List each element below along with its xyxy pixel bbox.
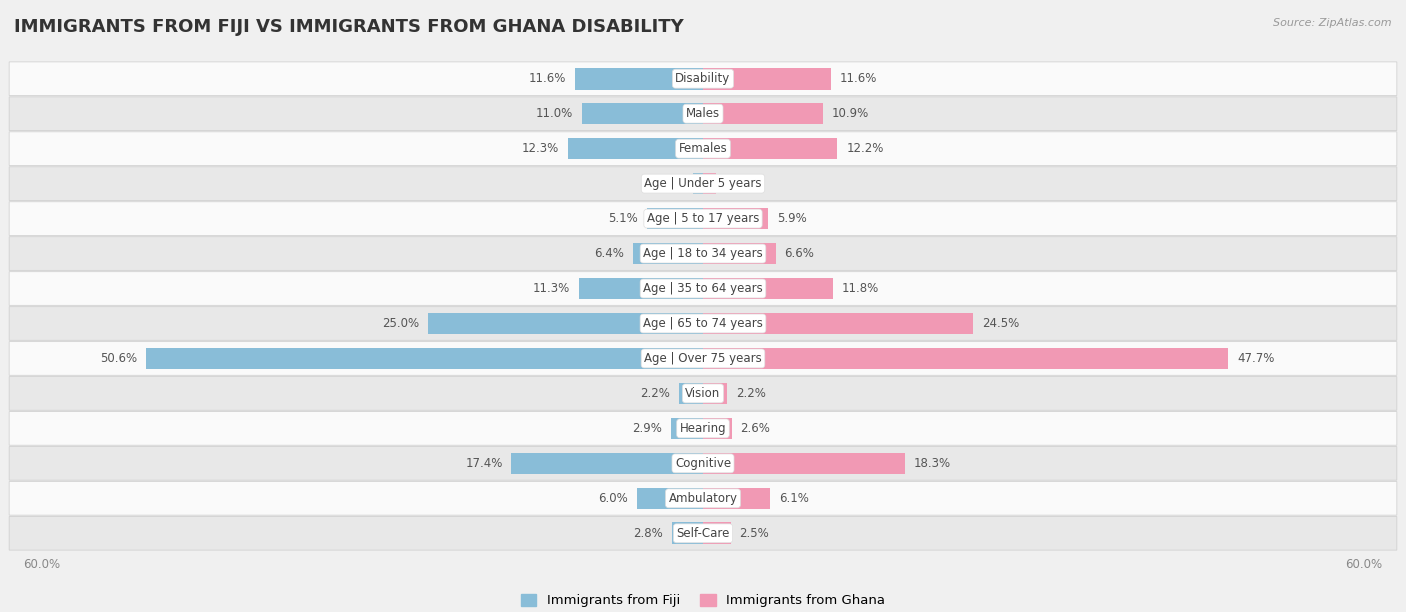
Bar — [703, 313, 973, 334]
Text: 1.2%: 1.2% — [725, 177, 755, 190]
Bar — [582, 103, 703, 124]
Text: 2.8%: 2.8% — [634, 527, 664, 540]
Bar — [671, 417, 703, 439]
Text: Age | 65 to 74 years: Age | 65 to 74 years — [643, 317, 763, 330]
Bar — [703, 488, 770, 509]
FancyBboxPatch shape — [10, 482, 1396, 515]
Text: Age | 35 to 64 years: Age | 35 to 64 years — [643, 282, 763, 295]
Bar — [633, 243, 703, 264]
Text: 47.7%: 47.7% — [1237, 352, 1274, 365]
Bar — [693, 173, 703, 195]
Text: 2.2%: 2.2% — [737, 387, 766, 400]
Legend: Immigrants from Fiji, Immigrants from Ghana: Immigrants from Fiji, Immigrants from Gh… — [516, 589, 890, 612]
Bar — [703, 452, 904, 474]
Text: 2.5%: 2.5% — [740, 527, 769, 540]
FancyBboxPatch shape — [10, 412, 1396, 445]
Bar — [703, 138, 838, 160]
Text: 10.9%: 10.9% — [832, 107, 869, 120]
FancyBboxPatch shape — [10, 202, 1396, 236]
Text: 11.3%: 11.3% — [533, 282, 569, 295]
Bar — [703, 278, 832, 299]
Bar — [512, 452, 703, 474]
FancyBboxPatch shape — [10, 307, 1396, 340]
Bar — [703, 68, 831, 89]
FancyBboxPatch shape — [10, 517, 1396, 550]
Text: Females: Females — [679, 142, 727, 155]
Text: 5.9%: 5.9% — [776, 212, 807, 225]
FancyBboxPatch shape — [10, 167, 1396, 200]
Bar — [647, 207, 703, 230]
Text: 2.2%: 2.2% — [640, 387, 669, 400]
Text: Males: Males — [686, 107, 720, 120]
FancyBboxPatch shape — [10, 97, 1396, 130]
Text: IMMIGRANTS FROM FIJI VS IMMIGRANTS FROM GHANA DISABILITY: IMMIGRANTS FROM FIJI VS IMMIGRANTS FROM … — [14, 18, 683, 36]
Bar — [703, 417, 731, 439]
FancyBboxPatch shape — [10, 376, 1396, 410]
Bar — [703, 523, 731, 544]
Bar — [703, 382, 727, 405]
Text: Disability: Disability — [675, 72, 731, 85]
Text: 2.6%: 2.6% — [741, 422, 770, 435]
FancyBboxPatch shape — [10, 62, 1396, 95]
Text: 6.6%: 6.6% — [785, 247, 814, 260]
Text: 50.6%: 50.6% — [100, 352, 136, 365]
Text: 11.6%: 11.6% — [529, 72, 567, 85]
Bar — [703, 207, 768, 230]
Text: 25.0%: 25.0% — [381, 317, 419, 330]
Text: 12.3%: 12.3% — [522, 142, 558, 155]
Text: 17.4%: 17.4% — [465, 457, 502, 470]
Bar — [703, 173, 716, 195]
Bar — [637, 488, 703, 509]
Text: 6.0%: 6.0% — [599, 492, 628, 505]
Text: Vision: Vision — [685, 387, 721, 400]
Text: 12.2%: 12.2% — [846, 142, 883, 155]
Text: 2.9%: 2.9% — [633, 422, 662, 435]
Bar — [679, 382, 703, 405]
Text: 11.8%: 11.8% — [842, 282, 879, 295]
Text: 11.6%: 11.6% — [839, 72, 877, 85]
Text: Hearing: Hearing — [679, 422, 727, 435]
FancyBboxPatch shape — [10, 272, 1396, 305]
Bar — [427, 313, 703, 334]
Text: Age | Under 5 years: Age | Under 5 years — [644, 177, 762, 190]
Bar — [568, 138, 703, 160]
FancyBboxPatch shape — [10, 132, 1396, 165]
Bar — [703, 243, 776, 264]
Bar — [703, 348, 1229, 369]
Text: Source: ZipAtlas.com: Source: ZipAtlas.com — [1274, 18, 1392, 28]
Bar — [703, 103, 823, 124]
Bar — [672, 523, 703, 544]
FancyBboxPatch shape — [10, 237, 1396, 271]
Text: Age | Over 75 years: Age | Over 75 years — [644, 352, 762, 365]
Text: 5.1%: 5.1% — [609, 212, 638, 225]
Bar — [578, 278, 703, 299]
Bar — [575, 68, 703, 89]
Text: Ambulatory: Ambulatory — [668, 492, 738, 505]
Text: Age | 18 to 34 years: Age | 18 to 34 years — [643, 247, 763, 260]
Text: Age | 5 to 17 years: Age | 5 to 17 years — [647, 212, 759, 225]
Text: 0.92%: 0.92% — [647, 177, 685, 190]
Text: 6.1%: 6.1% — [779, 492, 808, 505]
Text: Cognitive: Cognitive — [675, 457, 731, 470]
Bar — [146, 348, 703, 369]
Text: 11.0%: 11.0% — [536, 107, 574, 120]
FancyBboxPatch shape — [10, 341, 1396, 375]
Text: 18.3%: 18.3% — [914, 457, 950, 470]
FancyBboxPatch shape — [10, 447, 1396, 480]
Text: 24.5%: 24.5% — [981, 317, 1019, 330]
Text: Self-Care: Self-Care — [676, 527, 730, 540]
Text: 6.4%: 6.4% — [593, 247, 624, 260]
